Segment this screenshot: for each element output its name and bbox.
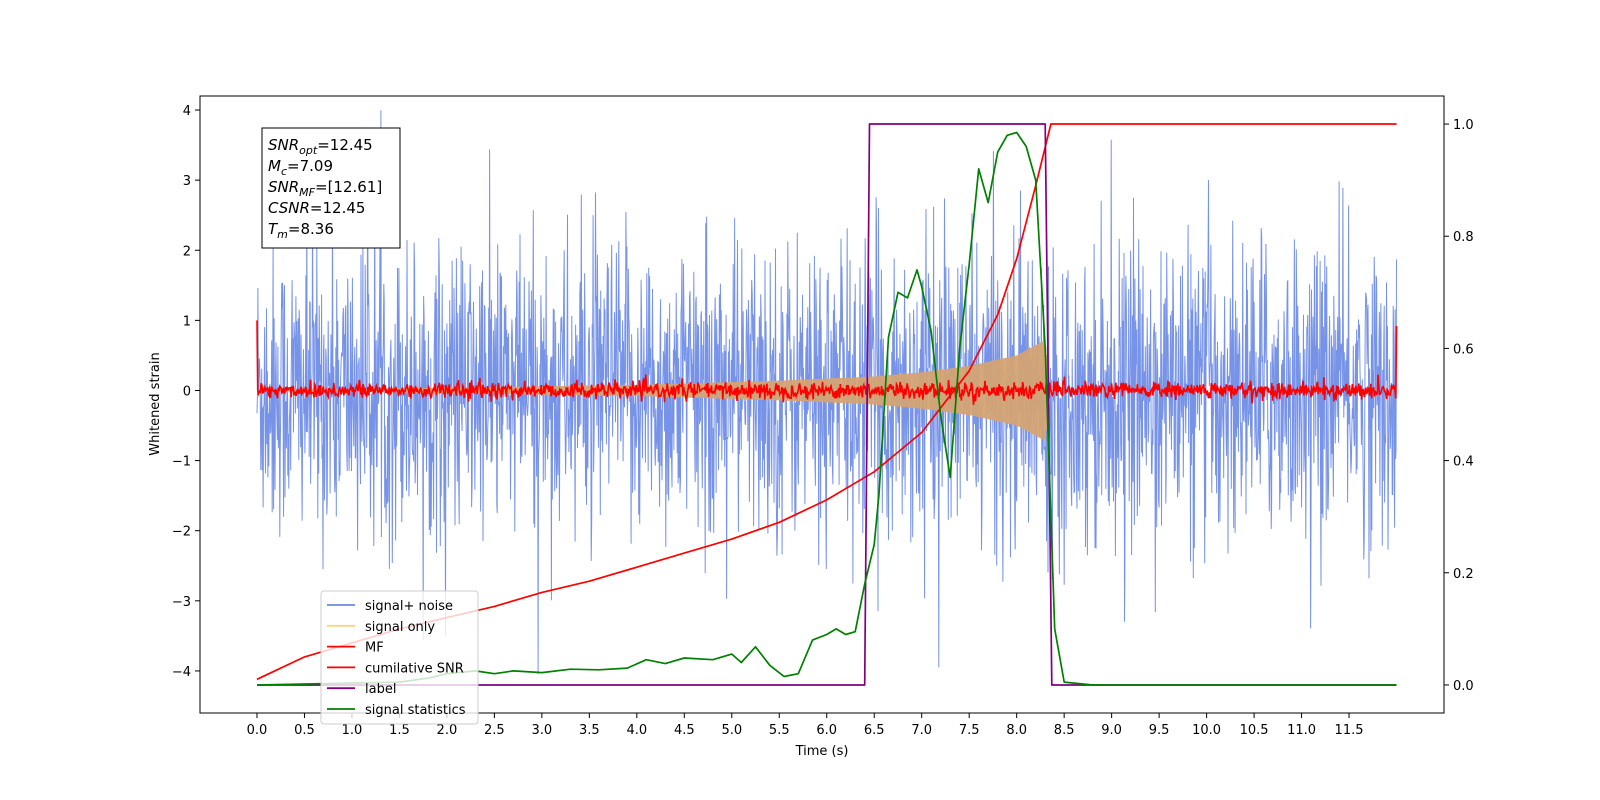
x-tick-label: 6.0 (816, 723, 837, 738)
x-tick-label: 3.5 (579, 723, 600, 738)
annotation-box: SNRopt=12.45Mc=7.09SNRMF=[12.61]CSNR=12.… (261, 127, 401, 249)
legend-frame (320, 590, 479, 725)
x-tick-label: 0.5 (294, 723, 315, 738)
y-tick-label: 4 (183, 104, 191, 119)
series-signal-noise (256, 110, 1397, 675)
legend-label: signal+ noise (365, 599, 453, 614)
x-tick-label: 1.5 (389, 723, 410, 738)
x-tick-label: 9.0 (1101, 723, 1122, 738)
x-tick-label: 4.5 (674, 723, 695, 738)
y-axis-label: Whitened strain (148, 352, 163, 455)
x-tick-label: 2.5 (484, 723, 505, 738)
annotation-value: =[12.61] (315, 178, 382, 196)
legend-label: MF (365, 641, 384, 656)
x-tick-label: 8.5 (1054, 723, 1075, 738)
x-tick-label: 10.5 (1240, 723, 1269, 738)
annotation-subscript: c (281, 165, 287, 178)
x-tick-label: 1.0 (342, 723, 363, 738)
ticks-layer: 0.0 0.5 1.0 1.5 2.0 2.5 3.0 3.5 4.0 4.5 5.0 5.5 6.0 6… (172, 104, 1474, 738)
y-right-tick-label: 0.0 (1453, 679, 1474, 694)
annotation-value: =8.36 (288, 220, 334, 238)
legend-label: signal statistics (365, 703, 466, 718)
series-signal-statistics (256, 131, 1397, 686)
annotation-value: =12.45 (317, 136, 373, 154)
annotation-name: SNR (268, 136, 299, 154)
annotation-line: Mc=7.09 (268, 157, 333, 178)
x-tick-label: 7.0 (911, 723, 932, 738)
annotation-name: M (268, 157, 281, 175)
annotation-value: =12.45 (310, 199, 366, 217)
legend-label: signal only (365, 620, 435, 635)
annotation-subscript: opt (299, 144, 318, 157)
plot-frame (199, 95, 1445, 714)
x-tick-label: 2.0 (437, 723, 458, 738)
annotation-line: CSNR=12.45 (268, 199, 365, 217)
x-tick-label: 4.0 (626, 723, 647, 738)
x-tick-label: 8.0 (1006, 723, 1027, 738)
y-right-tick-label: 1.0 (1453, 118, 1474, 133)
annotation-name: T (268, 220, 279, 238)
annotation-name: SNR (268, 178, 299, 196)
y-tick-label: 3 (183, 174, 191, 189)
annotation-line: SNRopt=12.45 (268, 136, 373, 157)
y-tick-label: 2 (183, 244, 191, 259)
annotation-subscript: MF (299, 186, 315, 199)
x-tick-label: 11.0 (1287, 723, 1316, 738)
x-tick-label: 0.0 (247, 723, 268, 738)
annotation-value: =7.09 (287, 157, 333, 175)
x-tick-label: 7.5 (959, 723, 980, 738)
x-tick-label: 3.0 (532, 723, 553, 738)
annotation-frame (261, 127, 401, 249)
y-tick-label: −1 (172, 455, 191, 470)
x-tick-label: 11.5 (1335, 723, 1364, 738)
annotation-name: CSNR (268, 199, 310, 217)
y-tick-label: 0 (183, 384, 191, 399)
legend-label: cumilative SNR (365, 661, 464, 676)
x-tick-label: 10.0 (1192, 723, 1221, 738)
y-right-tick-label: 0.4 (1453, 455, 1474, 470)
y-tick-label: −3 (172, 595, 191, 610)
legend-label: label (365, 682, 396, 697)
x-tick-label: 6.5 (864, 723, 885, 738)
x-tick-label: 5.5 (769, 723, 790, 738)
annotation-line: SNRMF=[12.61] (268, 178, 382, 199)
annotation-subscript: m (277, 228, 288, 241)
x-tick-label: 5.0 (721, 723, 742, 738)
x-axis-label: Time (s) (795, 744, 849, 759)
legend: signal+ noise signal only MF cumilative SNR… (320, 590, 479, 725)
y-tick-label: −4 (172, 665, 191, 680)
annotation-line: Tm=8.36 (268, 220, 334, 241)
x-tick-label: 9.5 (1149, 723, 1170, 738)
y-tick-label: 1 (183, 314, 191, 329)
y-right-tick-label: 0.8 (1453, 230, 1474, 245)
y-right-tick-label: 0.6 (1453, 342, 1474, 357)
y-right-tick-label: 0.2 (1453, 567, 1474, 582)
series-mf (256, 320, 1398, 405)
y-tick-label: −2 (172, 525, 191, 540)
